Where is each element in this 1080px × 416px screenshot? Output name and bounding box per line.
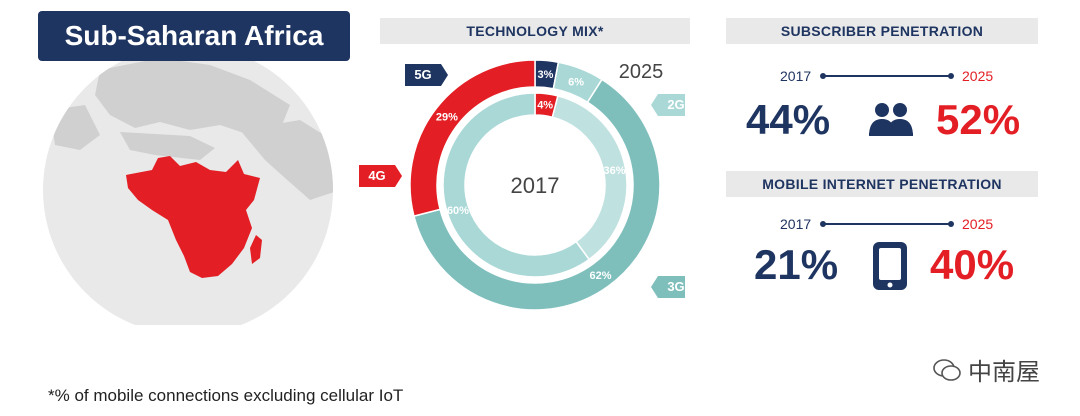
ring-2025-label-4g: 29% bbox=[436, 112, 458, 124]
ring-2025-label-3g: 62% bbox=[590, 270, 612, 282]
footnote: *% of mobile connections excluding cellu… bbox=[48, 386, 404, 405]
ring-2025-label-5g: 3% bbox=[538, 69, 554, 81]
ring-outer-year-label: 2025 bbox=[619, 61, 664, 83]
technology-mix-title: TECHNOLOGY MIX* bbox=[380, 18, 690, 44]
subscriber-value-to: 52% bbox=[936, 96, 1021, 143]
ring-2025-slice-4g bbox=[409, 59, 536, 217]
ring-2025-label-2g: 6% bbox=[568, 76, 584, 88]
subscriber-penetration-title: SUBSCRIBER PENETRATION bbox=[726, 18, 1038, 44]
region-globe bbox=[40, 45, 340, 335]
people-icon bbox=[866, 98, 916, 140]
mobile-internet-year-arrow bbox=[820, 221, 954, 227]
ring-2017-label-4g: 4% bbox=[537, 100, 553, 112]
mobile-internet-year-to: 2025 bbox=[962, 216, 994, 232]
legend-tag-3g: 3G bbox=[651, 276, 685, 298]
ring-inner-year-label: 2017 bbox=[511, 173, 560, 198]
ring-2025-slice-3g bbox=[413, 78, 661, 311]
legend-tag-5g: 5G bbox=[405, 64, 448, 86]
subscriber-year-to: 2025 bbox=[962, 68, 994, 84]
ring-2017-label-3g: 60% bbox=[447, 205, 469, 217]
globe-map-icon bbox=[43, 45, 333, 335]
watermark-text: 中南屋 bbox=[968, 359, 1040, 386]
ring-2017-label-2g: 36% bbox=[604, 165, 626, 177]
legend-tag-2g-label: 2G bbox=[667, 97, 684, 112]
mobile-internet-value-from: 21% bbox=[754, 241, 839, 288]
legend-tag-5g-label: 5G bbox=[414, 67, 431, 82]
legend-tag-4g: 4G bbox=[359, 165, 402, 187]
mobile-internet-value-to: 40% bbox=[930, 241, 1015, 288]
subscriber-value-from: 44% bbox=[746, 96, 831, 143]
legend-tag-4g-label: 4G bbox=[368, 168, 385, 183]
technology-mix-chart: 3% 6% 62% 29% 4% 36% 60% 2025 2017 5G 2G 4G 3G bbox=[359, 59, 685, 311]
africa-shape bbox=[126, 156, 260, 278]
legend-tag-3g-label: 3G bbox=[667, 279, 684, 294]
subscriber-year-arrow bbox=[820, 73, 954, 79]
subscriber-year-from: 2017 bbox=[780, 68, 812, 84]
mobile-internet-year-from: 2017 bbox=[780, 216, 812, 232]
mobile-internet-title: MOBILE INTERNET PENETRATION bbox=[726, 171, 1038, 197]
watermark: 中南屋 bbox=[932, 352, 1040, 387]
chat-bubble-icon bbox=[933, 358, 961, 381]
smartphone-icon bbox=[868, 240, 912, 292]
ring-2017-slice-3g bbox=[442, 92, 591, 278]
region-title: Sub-Saharan Africa bbox=[38, 11, 350, 61]
legend-tag-2g: 2G bbox=[651, 94, 685, 116]
